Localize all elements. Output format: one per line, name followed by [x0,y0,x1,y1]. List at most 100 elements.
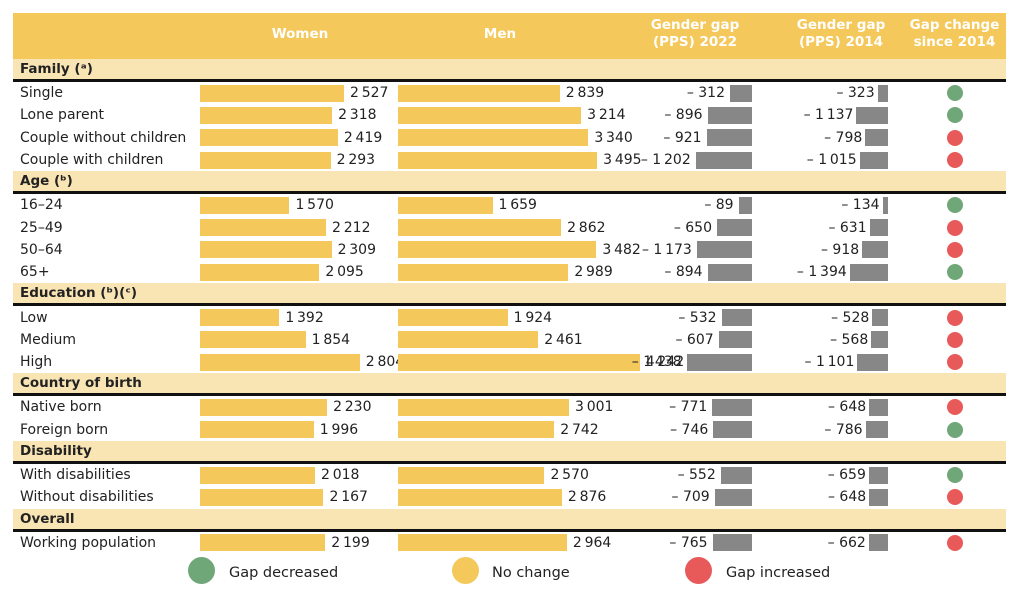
section-label: Education (ᵇ)(ᶜ) [20,285,138,302]
row-label: Without disabilities [20,489,154,506]
legend-increased-label: Gap increased [726,565,831,581]
bar-gap-2014 [869,219,888,237]
gap-change-decreased-indicator [947,197,963,214]
bar-men [398,151,598,169]
value-gap-2014: – 323 [836,85,875,102]
gap-change-increased-indicator [947,129,963,146]
value-gap-2022: – 921 [663,129,702,146]
bar-gap-2014 [857,353,888,371]
gap-change-decreased-indicator [947,264,963,281]
bar-gap-2022 [706,129,752,147]
bar-women [200,129,338,147]
value-men: 2 862 [567,219,606,236]
value-gap-2014: – 528 [831,309,870,326]
section-divider [13,191,1006,195]
bar-women [200,353,360,371]
value-men: 4 242 [645,354,685,371]
bar-gap-2014 [868,534,888,552]
bar-women [200,309,280,327]
section-divider [13,79,1006,82]
value-gap-2022: – 552 [677,467,716,484]
value-gap-2022: – 709 [671,489,710,506]
bar-women [200,466,315,484]
bar-gap-2014 [882,196,888,214]
row-label: Medium [20,331,76,348]
section-label: Disability [20,442,92,459]
value-women: 2 199 [331,534,370,551]
value-men: 2 876 [567,489,607,506]
column-header-gap-change: Gap change since 2014 [909,17,1000,50]
bar-men [398,196,493,214]
bar-women [200,421,314,439]
section-header [13,373,1006,394]
bar-men [398,534,567,552]
value-women: 2 167 [329,489,368,506]
bar-men [398,466,545,484]
column-header-men: Men [483,26,517,42]
value-gap-2022: – 771 [669,399,708,416]
value-women: 1 570 [295,197,334,214]
bar-gap-2014 [859,151,888,169]
row-label: Low [20,309,48,326]
column-header-women: Women [271,26,329,42]
bar-women [200,534,326,552]
value-men: 3 495 [603,152,642,169]
section-divider [13,460,1006,464]
bar-gap-2022 [712,398,752,416]
value-gap-2022: – 746 [670,421,709,438]
bar-men [398,241,597,259]
value-men: 1 924 [513,309,553,326]
bar-gap-2022 [695,151,752,169]
bar-women [200,196,290,214]
value-women: 2 018 [320,467,360,484]
value-men: 2 839 [565,85,605,102]
section-divider [13,528,1006,532]
bar-women [200,84,344,102]
value-gap-2022: – 1 202 [640,152,691,169]
row-label: 50–64 [20,241,63,258]
bar-gap-2022 [707,263,752,281]
gap-change-decreased-indicator [947,421,963,438]
bar-gap-2022 [696,241,752,259]
bar-women [200,106,333,124]
header-bar [13,13,1006,59]
bar-gap-2014 [877,84,888,102]
legend-increased-swatch [685,557,712,584]
section-header [13,171,1006,192]
bar-men [398,309,508,327]
value-gap-2014: – 648 [827,399,867,416]
bar-men [398,398,569,416]
row-label: Working population [20,534,157,551]
legend-decreased-label: Gap decreased [229,565,339,581]
bar-men [398,488,562,506]
value-men: 3 001 [575,399,614,416]
row-label: Couple with children [20,152,164,169]
value-gap-2022: – 894 [664,264,703,281]
bar-gap-2014 [872,309,888,327]
value-women: 2 318 [338,107,377,124]
bar-gap-2014 [869,488,888,506]
value-gap-2022: – 89 [704,197,734,214]
bar-gap-2022 [686,353,752,371]
value-men: 2 989 [574,264,613,281]
row-label: High [20,354,53,371]
section-divider [13,303,1006,307]
value-gap-2022: – 532 [678,309,717,326]
gap-change-increased-indicator [947,399,963,416]
gap-change-increased-indicator [947,219,963,236]
bar-gap-2022 [729,84,752,102]
row-label: Native born [20,399,102,416]
section-label: Family (ᵃ) [20,61,93,77]
bar-women [200,263,320,281]
bar-gap-2014 [865,421,888,439]
value-gap-2014: – 659 [827,467,866,484]
value-women: 2 419 [343,129,383,146]
bar-men [398,219,562,237]
row-label: Single [20,85,64,102]
bar-gap-2014 [856,106,888,124]
bar-gap-2022 [738,196,752,214]
value-gap-2014: – 1 015 [806,152,857,169]
value-gap-2022: – 650 [673,219,712,236]
row-label: Couple without children [20,129,187,146]
bar-gap-2022 [713,421,752,439]
